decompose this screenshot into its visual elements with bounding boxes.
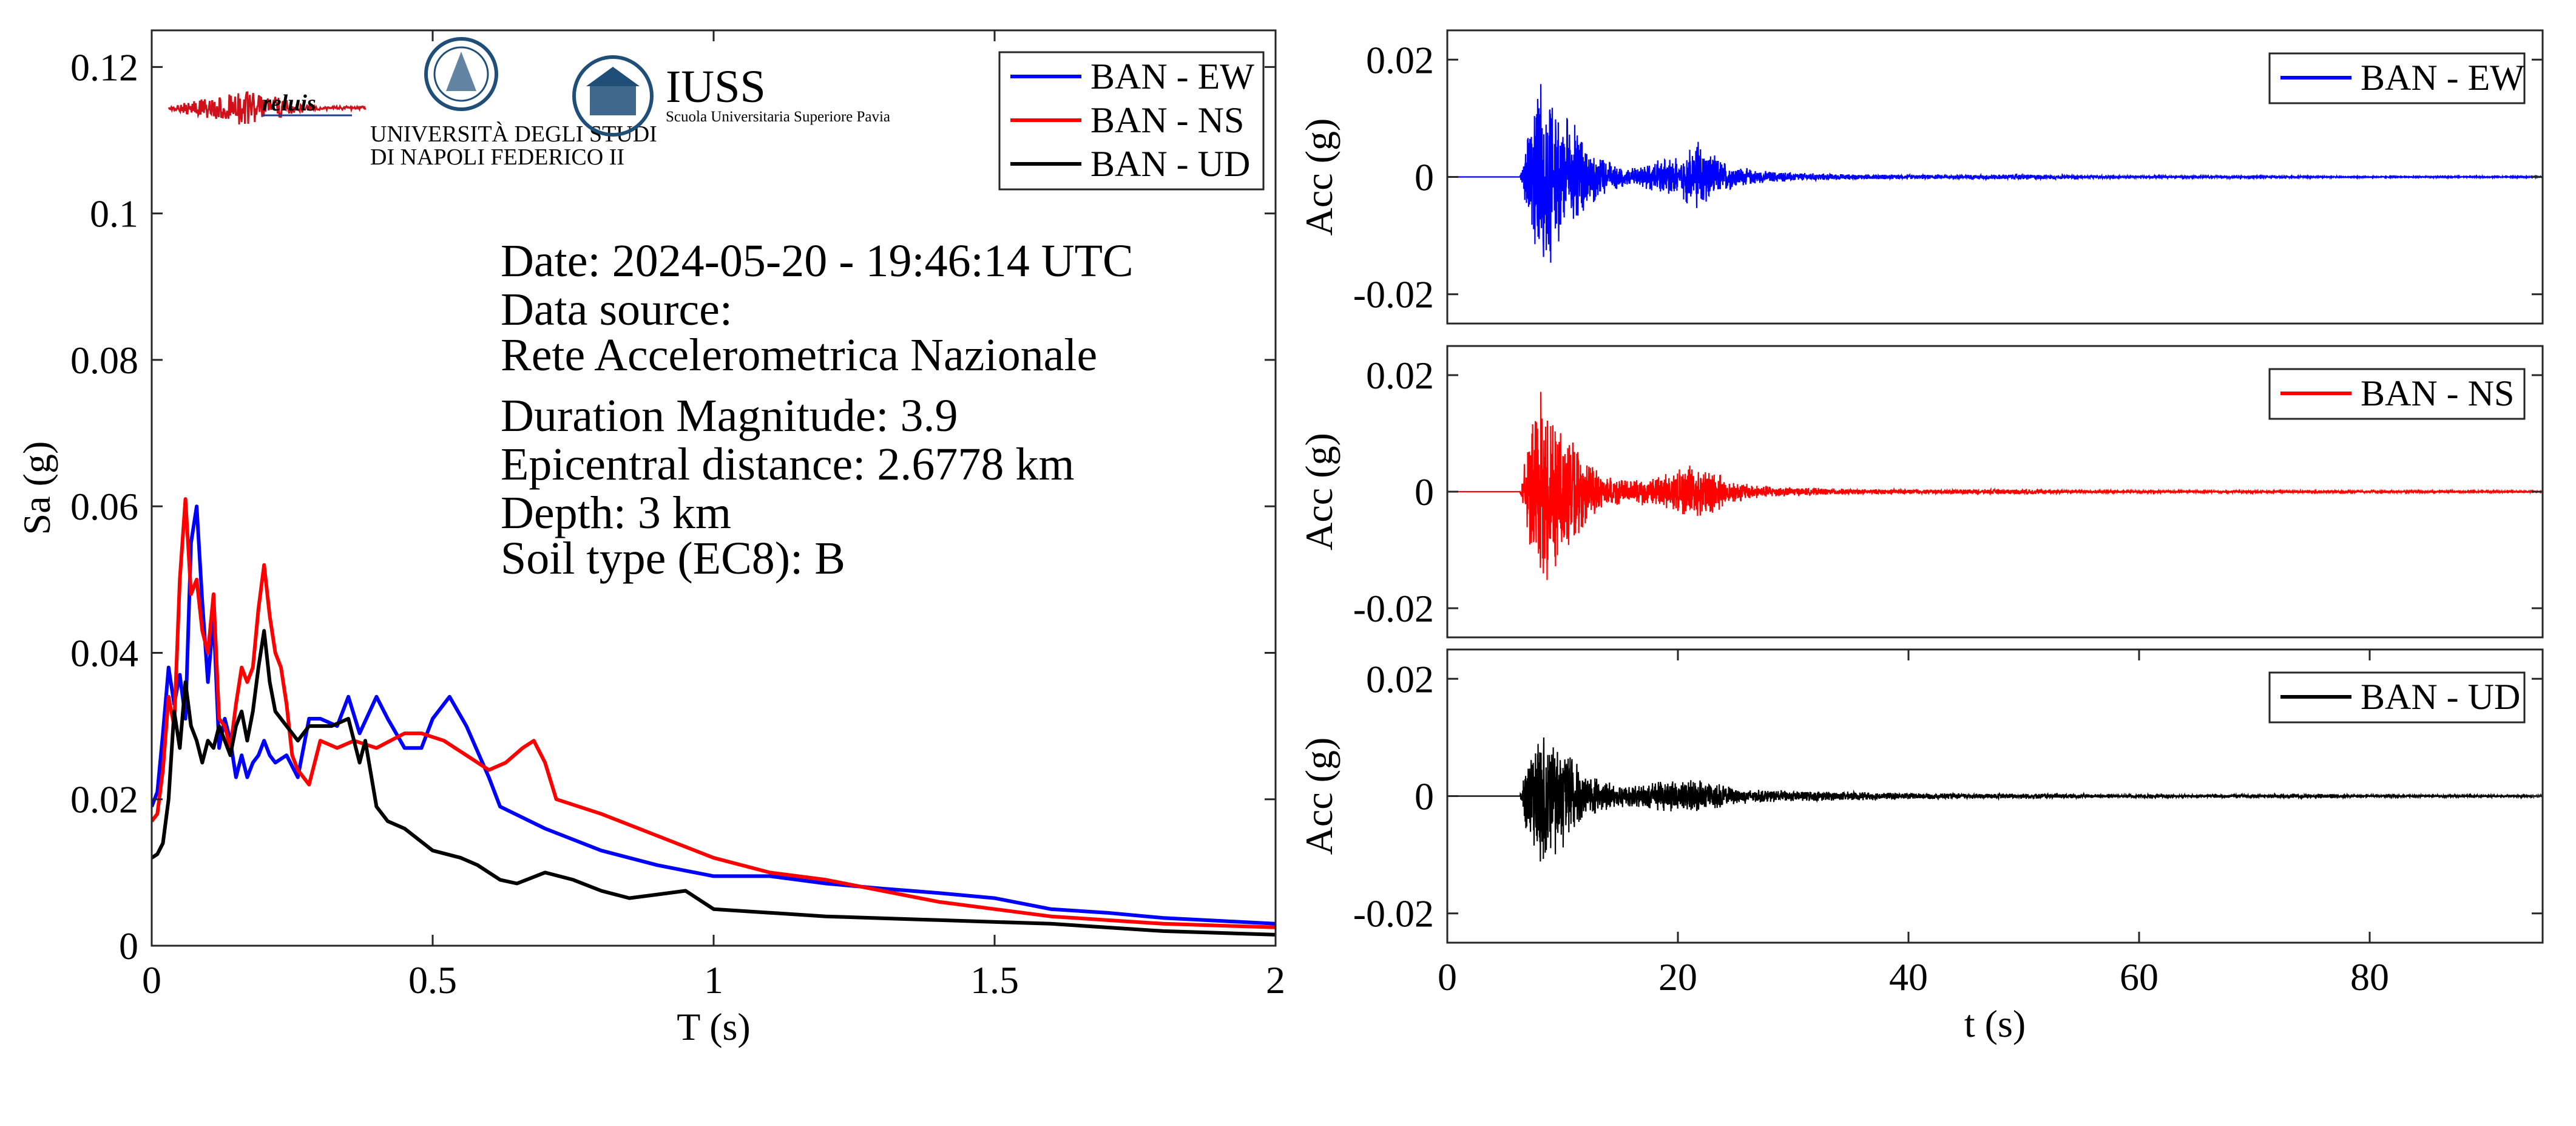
x-tick-label: 80 (2350, 955, 2389, 999)
legend-label: BAN - UD (2361, 677, 2520, 717)
charts-root: 0 0.02 0.04 0.06 0.08 0.1 0.12 0 0.5 1 1.5 2 T (s) Sa… (15, 29, 2544, 1048)
info-soil: Soil type (EC8): B (501, 533, 845, 584)
x-axis-label: T (s) (677, 1005, 750, 1048)
plot-area (152, 497, 1276, 937)
y-axis-label: Sa (g) (15, 441, 58, 535)
event-info: Date: 2024-05-20 - 19:46:14 UTC Data sou… (501, 236, 1134, 584)
x-axis-label: t (s) (1964, 1002, 2026, 1045)
info-date: Date: 2024-05-20 - 19:46:14 UTC (501, 236, 1134, 287)
y-tick-label: 0 (119, 924, 138, 968)
chart-panel-2: -0.02 0 0.02 Acc (g) BAN - EW (1297, 29, 2544, 325)
y-tick-label: 0.02 (1366, 38, 1434, 81)
series-waveform-ban-ns (1447, 392, 2543, 580)
legend-label: BAN - NS (1090, 100, 1244, 140)
unina-seal-icon (424, 37, 498, 111)
y-tick-label: 0 (1415, 156, 1434, 199)
y-tick-label: 0.02 (1366, 657, 1434, 700)
chart-panel-3: -0.02 0 0.02 Acc (g) BAN - NS (1297, 345, 2544, 639)
x-tick-label: 20 (1658, 955, 1697, 999)
x-tick-label: 1.5 (970, 958, 1019, 1002)
y-axis-label: Acc (g) (1297, 433, 1340, 551)
iuss-logo-text: IUSS (666, 61, 766, 112)
series-line-ban-ew (152, 504, 1276, 926)
iuss-emblem-building (590, 85, 636, 115)
series-waveform-ban-ew (1447, 84, 2543, 263)
y-tick-label: 0.12 (70, 46, 138, 89)
legend-label: BAN - UD (1090, 144, 1250, 184)
legend-label: BAN - EW (2361, 58, 2524, 98)
y-tick-label: -0.02 (1353, 892, 1434, 935)
y-axis-label: Acc (g) (1297, 118, 1340, 236)
unina-logo-line2: DI NAPOLI FEDERICO II (370, 144, 624, 170)
legend-label: BAN - NS (2361, 373, 2514, 413)
unina-seal-figure (446, 52, 476, 91)
y-tick-label: 0.02 (1366, 354, 1434, 397)
y-tick-label: 0 (1415, 775, 1434, 818)
iuss-emblem-roof (586, 67, 640, 86)
reluis-wave-icon (167, 91, 367, 125)
plot-area (1447, 84, 2543, 263)
plot-area (1447, 737, 2543, 862)
series-line-ban-ns (152, 497, 1276, 929)
x-tick-label: 40 (1889, 955, 1928, 999)
y-tick-label: -0.02 (1353, 587, 1434, 630)
x-tick-label: 0 (142, 958, 161, 1002)
series-waveform-ban-ud (1447, 737, 2543, 862)
x-tick-label: 2 (1266, 958, 1285, 1002)
info-source: Rete Accelerometrica Nazionale (501, 330, 1097, 381)
y-tick-label: 0.04 (70, 631, 138, 674)
iuss-logo-subtitle: Scuola Universitaria Superiore Pavia (666, 109, 890, 125)
unina-seal-ring (433, 46, 489, 102)
reluis-logo: reluis (167, 90, 367, 125)
x-tick-label: 0.5 (408, 958, 457, 1002)
x-tick-label: 0 (1438, 955, 1457, 999)
iuss-emblem-icon (572, 55, 654, 137)
reluis-logo-text: reluis (262, 90, 316, 116)
info-magnitude: Duration Magnitude: 3.9 (501, 390, 958, 441)
chart-panel-1: 0 0.02 0.04 0.06 0.08 0.1 0.12 0 0.5 1 1.5 2 T (s) Sa… (15, 29, 1285, 1048)
reluis-waveform (167, 91, 367, 125)
plot-area (1447, 392, 2543, 580)
info-depth: Depth: 3 km (501, 487, 731, 538)
x-tick-label: 60 (2120, 955, 2158, 999)
info-source-label: Data source: (501, 284, 732, 335)
iuss-logo: IUSS Scuola Universitaria Superiore Pavi… (572, 55, 890, 137)
y-tick-label: 0.08 (70, 339, 138, 382)
info-distance: Epicentral distance: 2.6778 km (501, 439, 1075, 490)
y-tick-label: 0 (1415, 470, 1434, 514)
y-tick-label: 0.06 (70, 485, 138, 528)
y-tick-label: -0.02 (1353, 273, 1434, 316)
y-tick-label: 0.02 (70, 778, 138, 821)
series-line-ban-ud (152, 629, 1276, 937)
y-tick-label: 0.1 (90, 192, 138, 236)
legend-label: BAN - EW (1090, 56, 1254, 97)
y-axis-label: Acc (g) (1297, 738, 1340, 855)
x-tick-label: 1 (704, 958, 723, 1002)
